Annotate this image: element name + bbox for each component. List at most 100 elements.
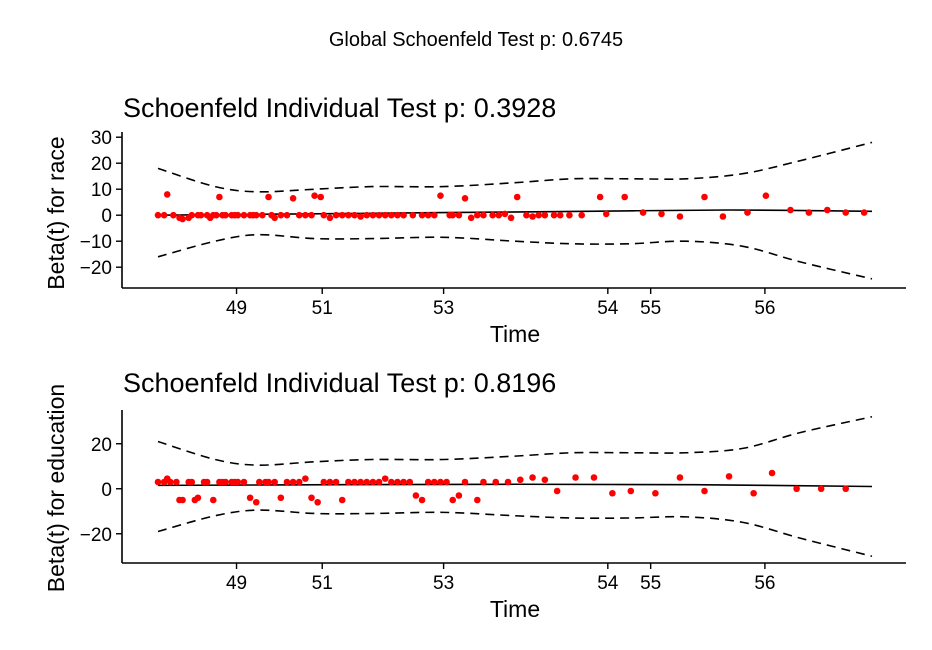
race-residual-point bbox=[409, 211, 417, 219]
race-plot-area: 30 20 10 0 −10 −20 49 51 53 54 55 56 bbox=[80, 128, 906, 319]
education-residual-point bbox=[701, 487, 708, 495]
race-residual-point bbox=[369, 211, 377, 219]
race-residual-point bbox=[351, 211, 358, 219]
race-residual-point bbox=[556, 211, 564, 219]
race-residual-point bbox=[234, 211, 242, 219]
education-residual-point bbox=[308, 494, 315, 502]
race-residual-point bbox=[480, 211, 487, 219]
education-residual-point bbox=[209, 496, 217, 504]
education-residual-point bbox=[412, 492, 420, 499]
race-residual-point bbox=[418, 211, 426, 219]
education-residual-point bbox=[381, 475, 389, 482]
race-residual-point bbox=[701, 193, 708, 201]
education-residual-point bbox=[369, 478, 377, 486]
race-residual-point bbox=[400, 211, 407, 219]
education-x-tick-label: 53 bbox=[433, 573, 454, 594]
race-residual-point bbox=[787, 206, 794, 214]
education-residual-point bbox=[572, 474, 579, 481]
education-residual-point bbox=[277, 494, 285, 502]
race-x-tick-label: 53 bbox=[433, 298, 454, 319]
education-residual-point bbox=[443, 478, 450, 486]
race-residual-point bbox=[345, 211, 352, 219]
race-residual-point bbox=[719, 213, 727, 220]
race-residual-point bbox=[621, 193, 628, 201]
education-x-tick-label: 49 bbox=[226, 573, 247, 594]
race-residual-point bbox=[449, 211, 457, 219]
race-residual-point bbox=[578, 211, 585, 219]
education-residual-point bbox=[314, 498, 321, 506]
education-residual-point bbox=[793, 485, 800, 493]
race-residual-point bbox=[163, 191, 171, 198]
race-x-tick-label: 56 bbox=[754, 298, 775, 319]
education-panel-title: Schoenfeld Individual Test p: 0.8196 bbox=[123, 368, 556, 398]
education-lower-band bbox=[157, 509, 873, 558]
race-residual-point bbox=[311, 192, 318, 199]
education-y-tick-label: 0 bbox=[101, 480, 112, 501]
race-residual-point bbox=[197, 211, 205, 219]
race-residual-point bbox=[302, 211, 309, 219]
education-residual-point bbox=[406, 478, 414, 486]
race-residual-point bbox=[375, 211, 383, 219]
education-residual-point bbox=[222, 478, 229, 486]
education-x-tick-label: 54 bbox=[597, 573, 619, 594]
race-residual-point bbox=[277, 211, 285, 219]
race-residual-point bbox=[179, 215, 186, 223]
race-residual-point bbox=[535, 211, 543, 219]
education-residual-point bbox=[332, 478, 340, 486]
education-residual-point bbox=[676, 474, 684, 481]
education-residual-point bbox=[474, 496, 481, 504]
race-x-tick-label: 51 bbox=[312, 298, 333, 319]
education-residual-point bbox=[173, 478, 180, 486]
education-residual-point bbox=[461, 478, 469, 486]
race-residual-point bbox=[461, 195, 469, 202]
education-residual-point bbox=[516, 476, 524, 484]
race-residual-point bbox=[388, 211, 395, 219]
race-residual-point bbox=[357, 213, 364, 220]
education-residual-point bbox=[166, 478, 174, 486]
race-residual-point bbox=[602, 210, 610, 218]
race-residual-point bbox=[289, 195, 297, 202]
race-y-tick-label: 20 bbox=[91, 154, 112, 175]
education-residual-point bbox=[400, 478, 407, 486]
education-residual-point bbox=[283, 478, 291, 486]
race-residual-point bbox=[566, 211, 573, 219]
race-residual-point bbox=[271, 214, 278, 222]
education-y-axis-title: Beta(t) for education bbox=[43, 384, 69, 592]
education-residual-point bbox=[351, 478, 358, 486]
race-y-tick-label: −10 bbox=[80, 232, 112, 253]
race-panel-title: Schoenfeld Individual Test p: 0.3928 bbox=[123, 93, 556, 123]
race-residual-point bbox=[676, 213, 684, 220]
race-y-tick-label: 0 bbox=[101, 206, 112, 227]
race-residual-point bbox=[283, 211, 291, 219]
education-residual-point bbox=[725, 473, 733, 480]
education-residual-point bbox=[188, 478, 196, 486]
race-residual-point bbox=[489, 211, 496, 219]
education-residual-point bbox=[363, 478, 371, 486]
race-x-axis-title: Time bbox=[490, 321, 540, 347]
education-panel: Schoenfeld Individual Test p: 0.8196 Bet… bbox=[43, 368, 906, 622]
education-residual-point bbox=[246, 494, 254, 502]
race-residual-point bbox=[332, 211, 340, 219]
race-residual-point bbox=[216, 193, 223, 201]
race-residual-point bbox=[658, 210, 665, 218]
race-residual-point bbox=[495, 211, 503, 219]
education-residual-point bbox=[627, 487, 635, 495]
race-residual-point bbox=[326, 214, 334, 222]
education-residual-point bbox=[652, 489, 659, 497]
race-residual-point bbox=[860, 209, 868, 216]
education-residual-point bbox=[437, 478, 444, 486]
race-residual-point bbox=[744, 209, 751, 216]
race-x-tick-label: 49 bbox=[226, 298, 247, 319]
race-y-axis-title: Beta(t) for race bbox=[43, 136, 69, 289]
education-residual-point bbox=[541, 476, 549, 484]
education-x-tick-label: 55 bbox=[640, 573, 661, 594]
education-residual-point bbox=[455, 492, 463, 499]
education-residual-point bbox=[817, 485, 825, 493]
race-y-tick-label: 10 bbox=[91, 180, 112, 201]
education-residual-point bbox=[256, 478, 263, 486]
race-residual-point bbox=[222, 211, 229, 219]
race-residual-point bbox=[295, 211, 303, 219]
race-residual-point bbox=[824, 206, 831, 214]
education-residual-point bbox=[252, 498, 260, 506]
